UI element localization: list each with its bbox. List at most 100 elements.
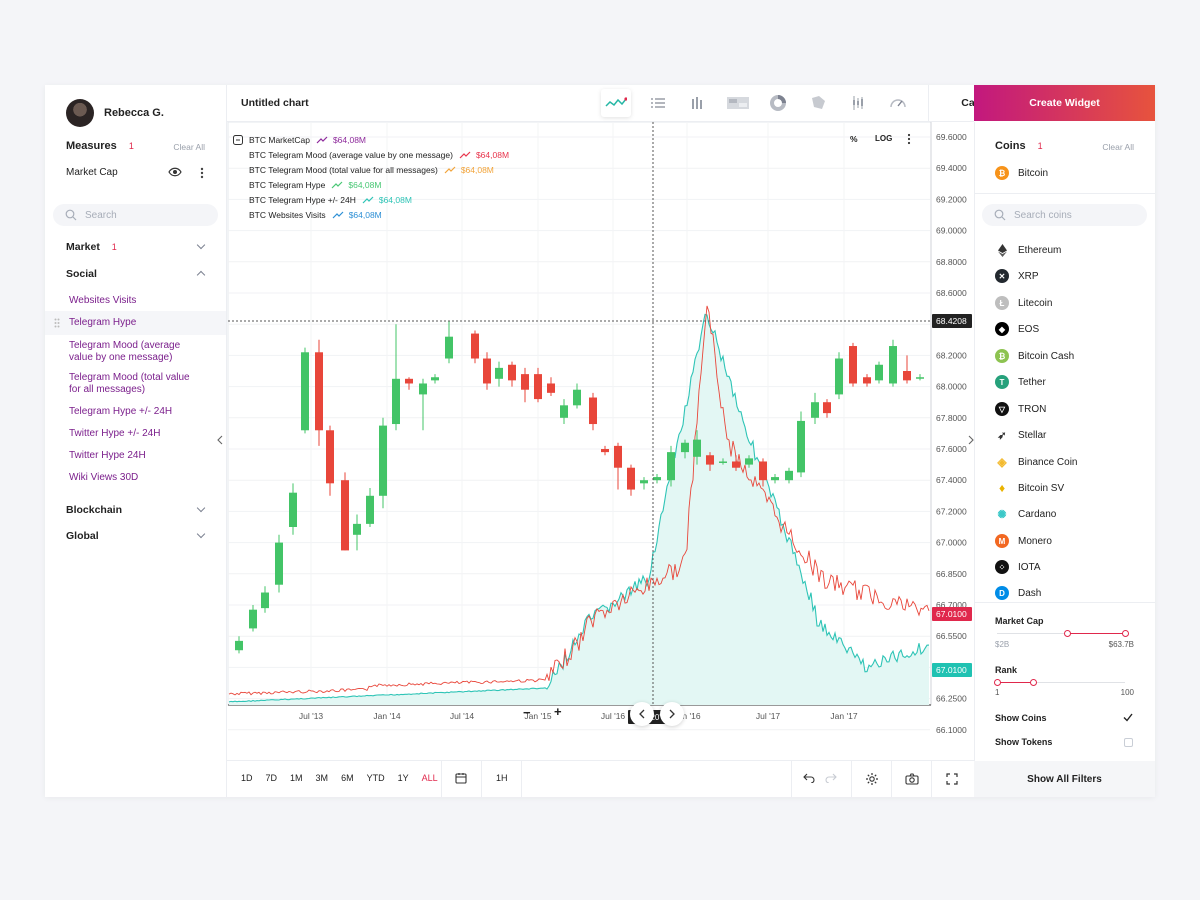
group-social[interactable]: Social <box>66 268 97 280</box>
collapse-right-icon[interactable] <box>968 435 974 445</box>
coin-item-stellar[interactable]: ➶ Stellar <box>995 427 1046 443</box>
coin-item-dash[interactable]: D Dash <box>995 585 1041 601</box>
rank-range-slider[interactable] <box>994 679 1125 686</box>
heatmap-chart-type-icon[interactable] <box>719 85 757 121</box>
chevron-down-icon[interactable] <box>196 503 206 513</box>
measure-item-label: Market Cap <box>66 167 118 178</box>
map-chart-type-icon[interactable] <box>799 85 837 121</box>
interval-button[interactable]: 1H <box>496 773 508 783</box>
coin-item-cardano[interactable]: ✺ Cardano <box>995 506 1056 522</box>
range-ytd[interactable]: YTD <box>366 773 385 783</box>
show-coins-checkbox[interactable] <box>1123 713 1133 722</box>
range-3m[interactable]: 3M <box>315 773 329 783</box>
social-item-telegram-hype-row[interactable] <box>45 311 226 335</box>
y-tick-label: 68.2000 <box>936 350 967 360</box>
group-global[interactable]: Global <box>66 530 99 542</box>
toolbar-divider <box>891 760 892 797</box>
candlestick-chart-type-icon[interactable] <box>839 85 877 121</box>
coin-item-tron[interactable]: ▽ TRON <box>995 401 1046 417</box>
chevron-down-icon[interactable] <box>196 240 206 250</box>
legend-item[interactable]: BTC MarketCap $64,08M <box>233 132 509 147</box>
candle-down <box>341 480 349 551</box>
range-all[interactable]: ALL <box>421 773 438 783</box>
legend-item[interactable]: BTC Telegram Hype +/- 24H $64,08M <box>233 192 509 207</box>
social-item-twitter-hype-24h[interactable]: Twitter Hype +/- 24H <box>69 428 161 439</box>
slider-handle-max[interactable] <box>1122 630 1129 637</box>
coin-item-xrp[interactable]: ✕ XRP <box>995 268 1039 284</box>
chevron-up-icon[interactable] <box>196 270 206 280</box>
eye-icon[interactable] <box>168 167 182 177</box>
gauge-chart-type-icon[interactable] <box>879 85 917 121</box>
slider-handle-min[interactable] <box>1064 630 1072 637</box>
legend-item[interactable]: BTC Websites Visits $64,08M <box>233 207 509 222</box>
measures-clear-all[interactable]: Clear All <box>173 142 205 152</box>
range-1d[interactable]: 1D <box>241 773 253 783</box>
slider-handle-max[interactable] <box>1029 679 1037 686</box>
social-item-twitter-hype[interactable]: Twitter Hype 24H <box>69 450 146 461</box>
more-vertical-icon[interactable] <box>907 133 911 145</box>
coin-item-tether[interactable]: T Tether <box>995 374 1046 390</box>
coin-item-litecoin[interactable]: Ł Litecoin <box>995 295 1052 311</box>
divider <box>974 193 1155 194</box>
chart-title[interactable]: Untitled chart <box>241 97 309 109</box>
market-cap-range-slider[interactable] <box>997 630 1129 637</box>
range-7d[interactable]: 7D <box>265 773 278 783</box>
zoom-in-button[interactable]: + <box>554 704 562 719</box>
social-item-telegram-hype-24h[interactable]: Telegram Hype +/- 24H <box>69 406 173 417</box>
calendar-icon[interactable] <box>455 772 467 784</box>
legend-label: BTC Telegram Mood (average value by one … <box>249 149 453 160</box>
social-item-telegram-mood-total[interactable]: Telegram Mood (total value for all messa… <box>69 372 190 396</box>
more-vertical-icon[interactable] <box>200 167 204 179</box>
bar-chart-type-icon[interactable] <box>679 85 717 121</box>
undo-icon[interactable] <box>803 773 815 783</box>
collapse-left-icon[interactable] <box>217 435 223 445</box>
coin-search-input[interactable]: Search coins <box>982 204 1147 226</box>
create-widget-button[interactable]: Create Widget <box>974 85 1155 121</box>
coin-item-monero[interactable]: M Monero <box>995 533 1052 549</box>
range-1y[interactable]: 1Y <box>397 773 409 783</box>
market-cap-chart[interactable]: 69.6000 69.4000 69.2000 69.0000 68.8000 68.60… <box>227 122 974 742</box>
show-tokens-checkbox[interactable] <box>1124 738 1133 747</box>
zoom-out-button[interactable]: − <box>523 705 531 720</box>
slider-handle-min[interactable] <box>994 679 1001 686</box>
range-1m[interactable]: 1M <box>290 773 303 783</box>
show-all-filters-button[interactable]: Show All Filters <box>974 761 1155 797</box>
scroll-left-button[interactable] <box>630 702 654 726</box>
range-6m[interactable]: 6M <box>341 773 354 783</box>
coin-item-bitcoin-cash[interactable]: ₿ Bitcoin Cash <box>995 348 1074 364</box>
selected-coin-bitcoin[interactable]: ₿ Bitcoin <box>995 165 1048 181</box>
drag-handle-icon[interactable] <box>54 318 60 328</box>
social-item-wiki-views[interactable]: Wiki Views 30D <box>69 472 139 483</box>
log-scale-button[interactable]: LOG <box>875 134 893 143</box>
coin-label: Dash <box>1018 587 1042 599</box>
scroll-right-button[interactable] <box>660 702 684 726</box>
coin-item-ethereum[interactable]: Ethereum <box>995 242 1061 258</box>
line-chart-type-icon[interactable] <box>601 89 631 117</box>
measure-search-input[interactable]: Search <box>53 204 218 226</box>
range-selector: 1D 7D 1M 3M 6M YTD 1Y ALL <box>241 773 438 783</box>
list-chart-type-icon[interactable] <box>639 85 677 121</box>
group-blockchain[interactable]: Blockchain <box>66 504 123 516</box>
legend-item[interactable]: BTC Telegram Mood (total value for all m… <box>233 162 509 177</box>
coin-item-iota[interactable]: ⁘ IOTA <box>995 559 1041 575</box>
percent-scale-button[interactable]: % <box>850 134 858 144</box>
group-market[interactable]: Market 1 <box>66 241 117 253</box>
settings-gear-icon[interactable] <box>865 772 879 786</box>
fullscreen-icon[interactable] <box>946 773 958 785</box>
donut-chart-type-icon[interactable] <box>759 85 797 121</box>
coins-clear-all[interactable]: Clear All <box>1102 142 1134 152</box>
candle-down <box>405 378 413 384</box>
camera-icon[interactable] <box>905 773 919 785</box>
search-icon <box>994 209 1006 221</box>
chevron-down-icon[interactable] <box>196 529 206 539</box>
social-item-telegram-hype[interactable]: Telegram Hype <box>69 317 137 328</box>
coin-item-bitcoin-sv[interactable]: ♦ Bitcoin SV <box>995 480 1064 496</box>
legend-item[interactable]: BTC Telegram Hype $64,08M <box>233 177 509 192</box>
redo-icon[interactable] <box>825 773 837 783</box>
social-item-telegram-mood-average[interactable]: Telegram Mood (average value by one mess… <box>69 340 180 364</box>
social-item-websites-visits[interactable]: Websites Visits <box>69 295 137 306</box>
legend-item[interactable]: BTC Telegram Mood (average value by one … <box>233 147 509 162</box>
collapse-legend-icon[interactable] <box>233 134 243 145</box>
coin-item-binance-coin[interactable]: ◈ Binance Coin <box>995 454 1077 470</box>
coin-item-eos[interactable]: ◆ EOS <box>995 321 1039 337</box>
